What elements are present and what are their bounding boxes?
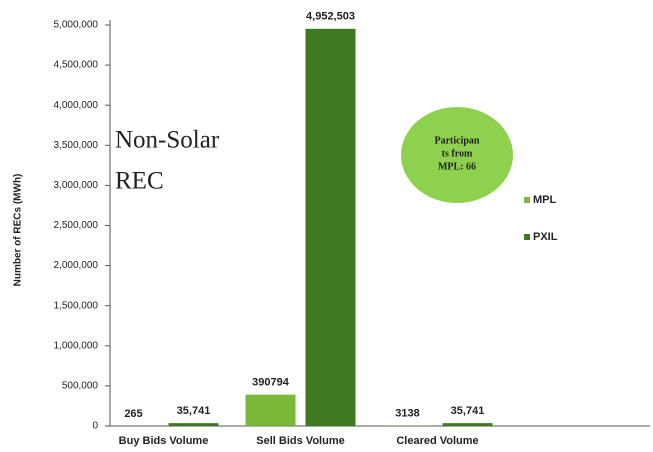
y-tick-label: 3,000,000 [54,180,99,191]
x-tick-label: Sell Bids Volume [256,435,344,447]
y-tick-label: 1,000,000 [54,340,99,351]
bar [442,423,493,426]
value-label: 4,952,503 [306,11,355,23]
legend-swatch [524,197,530,203]
bar [305,28,356,426]
value-label: 35,741 [451,405,485,417]
y-tick-label: 2,000,000 [54,260,99,271]
annotation: Non-Solar [115,127,220,154]
y-tick-label: 3,500,000 [54,140,99,151]
y-tick-label: 4,000,000 [54,100,99,111]
annotation: Participan [435,135,480,146]
annotation: ts from [442,148,473,159]
y-tick-label: 2,500,000 [54,220,99,231]
value-label: 35,741 [177,405,211,417]
x-tick-label: Cleared Volume [396,435,478,447]
annotation-bubble [401,107,513,203]
y-tick-label: 500,000 [62,381,99,392]
x-tick-label: Buy Bids Volume [119,435,209,447]
value-label: 265 [124,408,142,420]
y-tick-label: 5,000,000 [54,20,99,31]
y-tick-label: 0 [92,421,98,432]
y-tick-label: 1,500,000 [54,300,99,311]
value-label: 390794 [252,377,290,389]
annotation: REC [115,168,164,195]
legend-swatch [524,234,530,240]
annotation: MPL: 66 [438,161,476,172]
y-axis-label: Number of RECs (MWh) [13,174,24,287]
bar [168,423,219,426]
legend-label: MPL [533,194,557,206]
legend-label: PXIL [533,231,558,243]
value-label: 3138 [395,408,419,420]
y-tick-label: 4,500,000 [54,60,99,71]
bar [245,394,296,426]
